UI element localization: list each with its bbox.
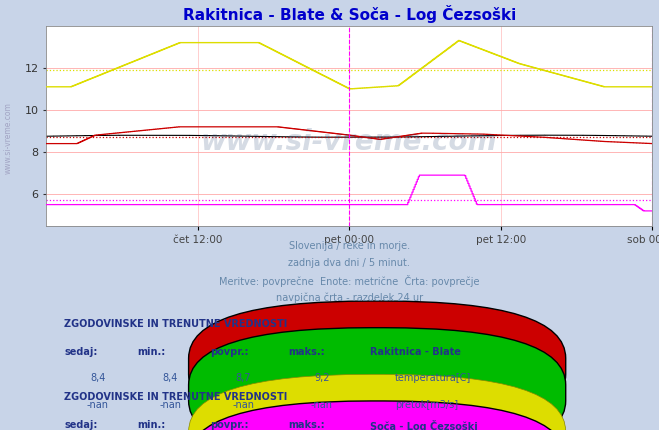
Text: ZGODOVINSKE IN TRENUTNE VREDNOSTI: ZGODOVINSKE IN TRENUTNE VREDNOSTI xyxy=(65,319,287,329)
Text: Meritve: povprečne  Enote: metrične  Črta: povprečje: Meritve: povprečne Enote: metrične Črta:… xyxy=(219,275,480,287)
Text: www.si-vreme.com: www.si-vreme.com xyxy=(201,128,498,156)
Text: -nan: -nan xyxy=(311,400,333,410)
Text: povpr.:: povpr.: xyxy=(210,347,248,357)
Text: povpr.:: povpr.: xyxy=(210,420,248,430)
Text: ZGODOVINSKE IN TRENUTNE VREDNOSTI: ZGODOVINSKE IN TRENUTNE VREDNOSTI xyxy=(65,393,287,402)
Text: maks.:: maks.: xyxy=(289,420,326,430)
FancyBboxPatch shape xyxy=(188,401,565,430)
FancyBboxPatch shape xyxy=(188,301,565,430)
Text: 9,2: 9,2 xyxy=(314,373,330,384)
Text: 8,4: 8,4 xyxy=(90,373,105,384)
Text: navpična črta - razdelek 24 ur: navpična črta - razdelek 24 ur xyxy=(275,292,423,303)
Text: 8,4: 8,4 xyxy=(163,373,178,384)
Text: sedaj:: sedaj: xyxy=(65,347,98,357)
Text: pretok[m3/s]: pretok[m3/s] xyxy=(395,400,458,410)
Title: Rakitnica - Blate & Soča - Log Čezsoški: Rakitnica - Blate & Soča - Log Čezsoški xyxy=(183,5,516,23)
Text: -nan: -nan xyxy=(232,400,254,410)
Text: www.si-vreme.com: www.si-vreme.com xyxy=(3,101,13,174)
Text: maks.:: maks.: xyxy=(289,347,326,357)
Text: sedaj:: sedaj: xyxy=(65,420,98,430)
Text: zadnja dva dni / 5 minut.: zadnja dva dni / 5 minut. xyxy=(289,258,410,268)
Text: temperatura[C]: temperatura[C] xyxy=(395,373,471,384)
Text: Soča - Log Čezsoški: Soča - Log Čezsoški xyxy=(370,420,478,430)
Text: -nan: -nan xyxy=(87,400,109,410)
Text: 8,7: 8,7 xyxy=(235,373,251,384)
FancyBboxPatch shape xyxy=(188,374,565,430)
FancyBboxPatch shape xyxy=(188,328,565,430)
Text: min.:: min.: xyxy=(137,420,165,430)
Text: min.:: min.: xyxy=(137,347,165,357)
Text: Slovenija / reke in morje.: Slovenija / reke in morje. xyxy=(289,241,410,251)
Text: Rakitnica - Blate: Rakitnica - Blate xyxy=(370,347,461,357)
Text: -nan: -nan xyxy=(159,400,181,410)
